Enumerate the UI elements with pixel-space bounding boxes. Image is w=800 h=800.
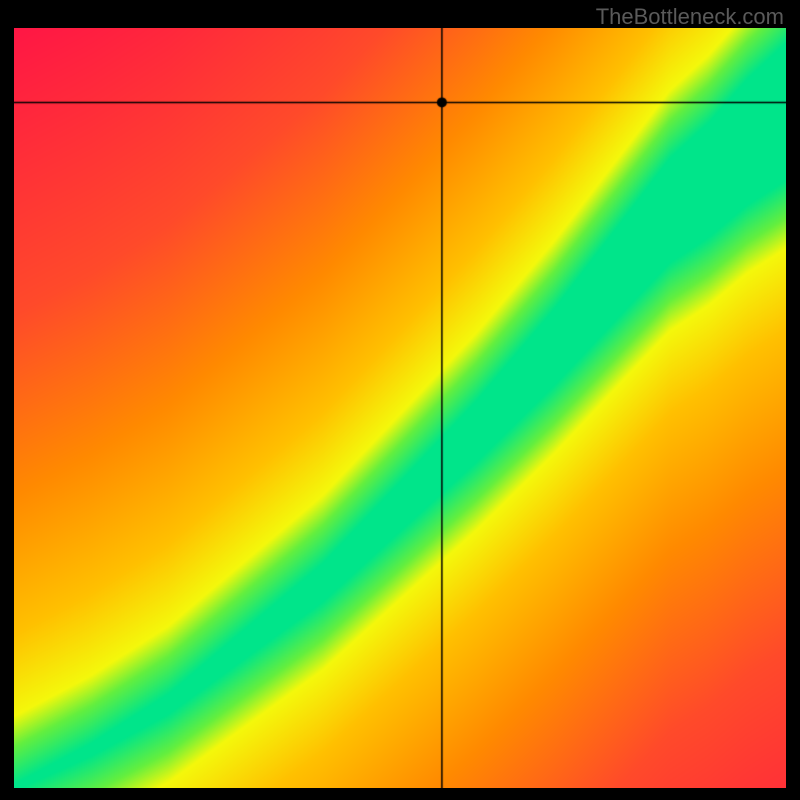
chart-canvas — [14, 28, 786, 788]
watermark-text: TheBottleneck.com — [596, 4, 784, 30]
bottleneck-heatmap-chart — [14, 28, 786, 788]
